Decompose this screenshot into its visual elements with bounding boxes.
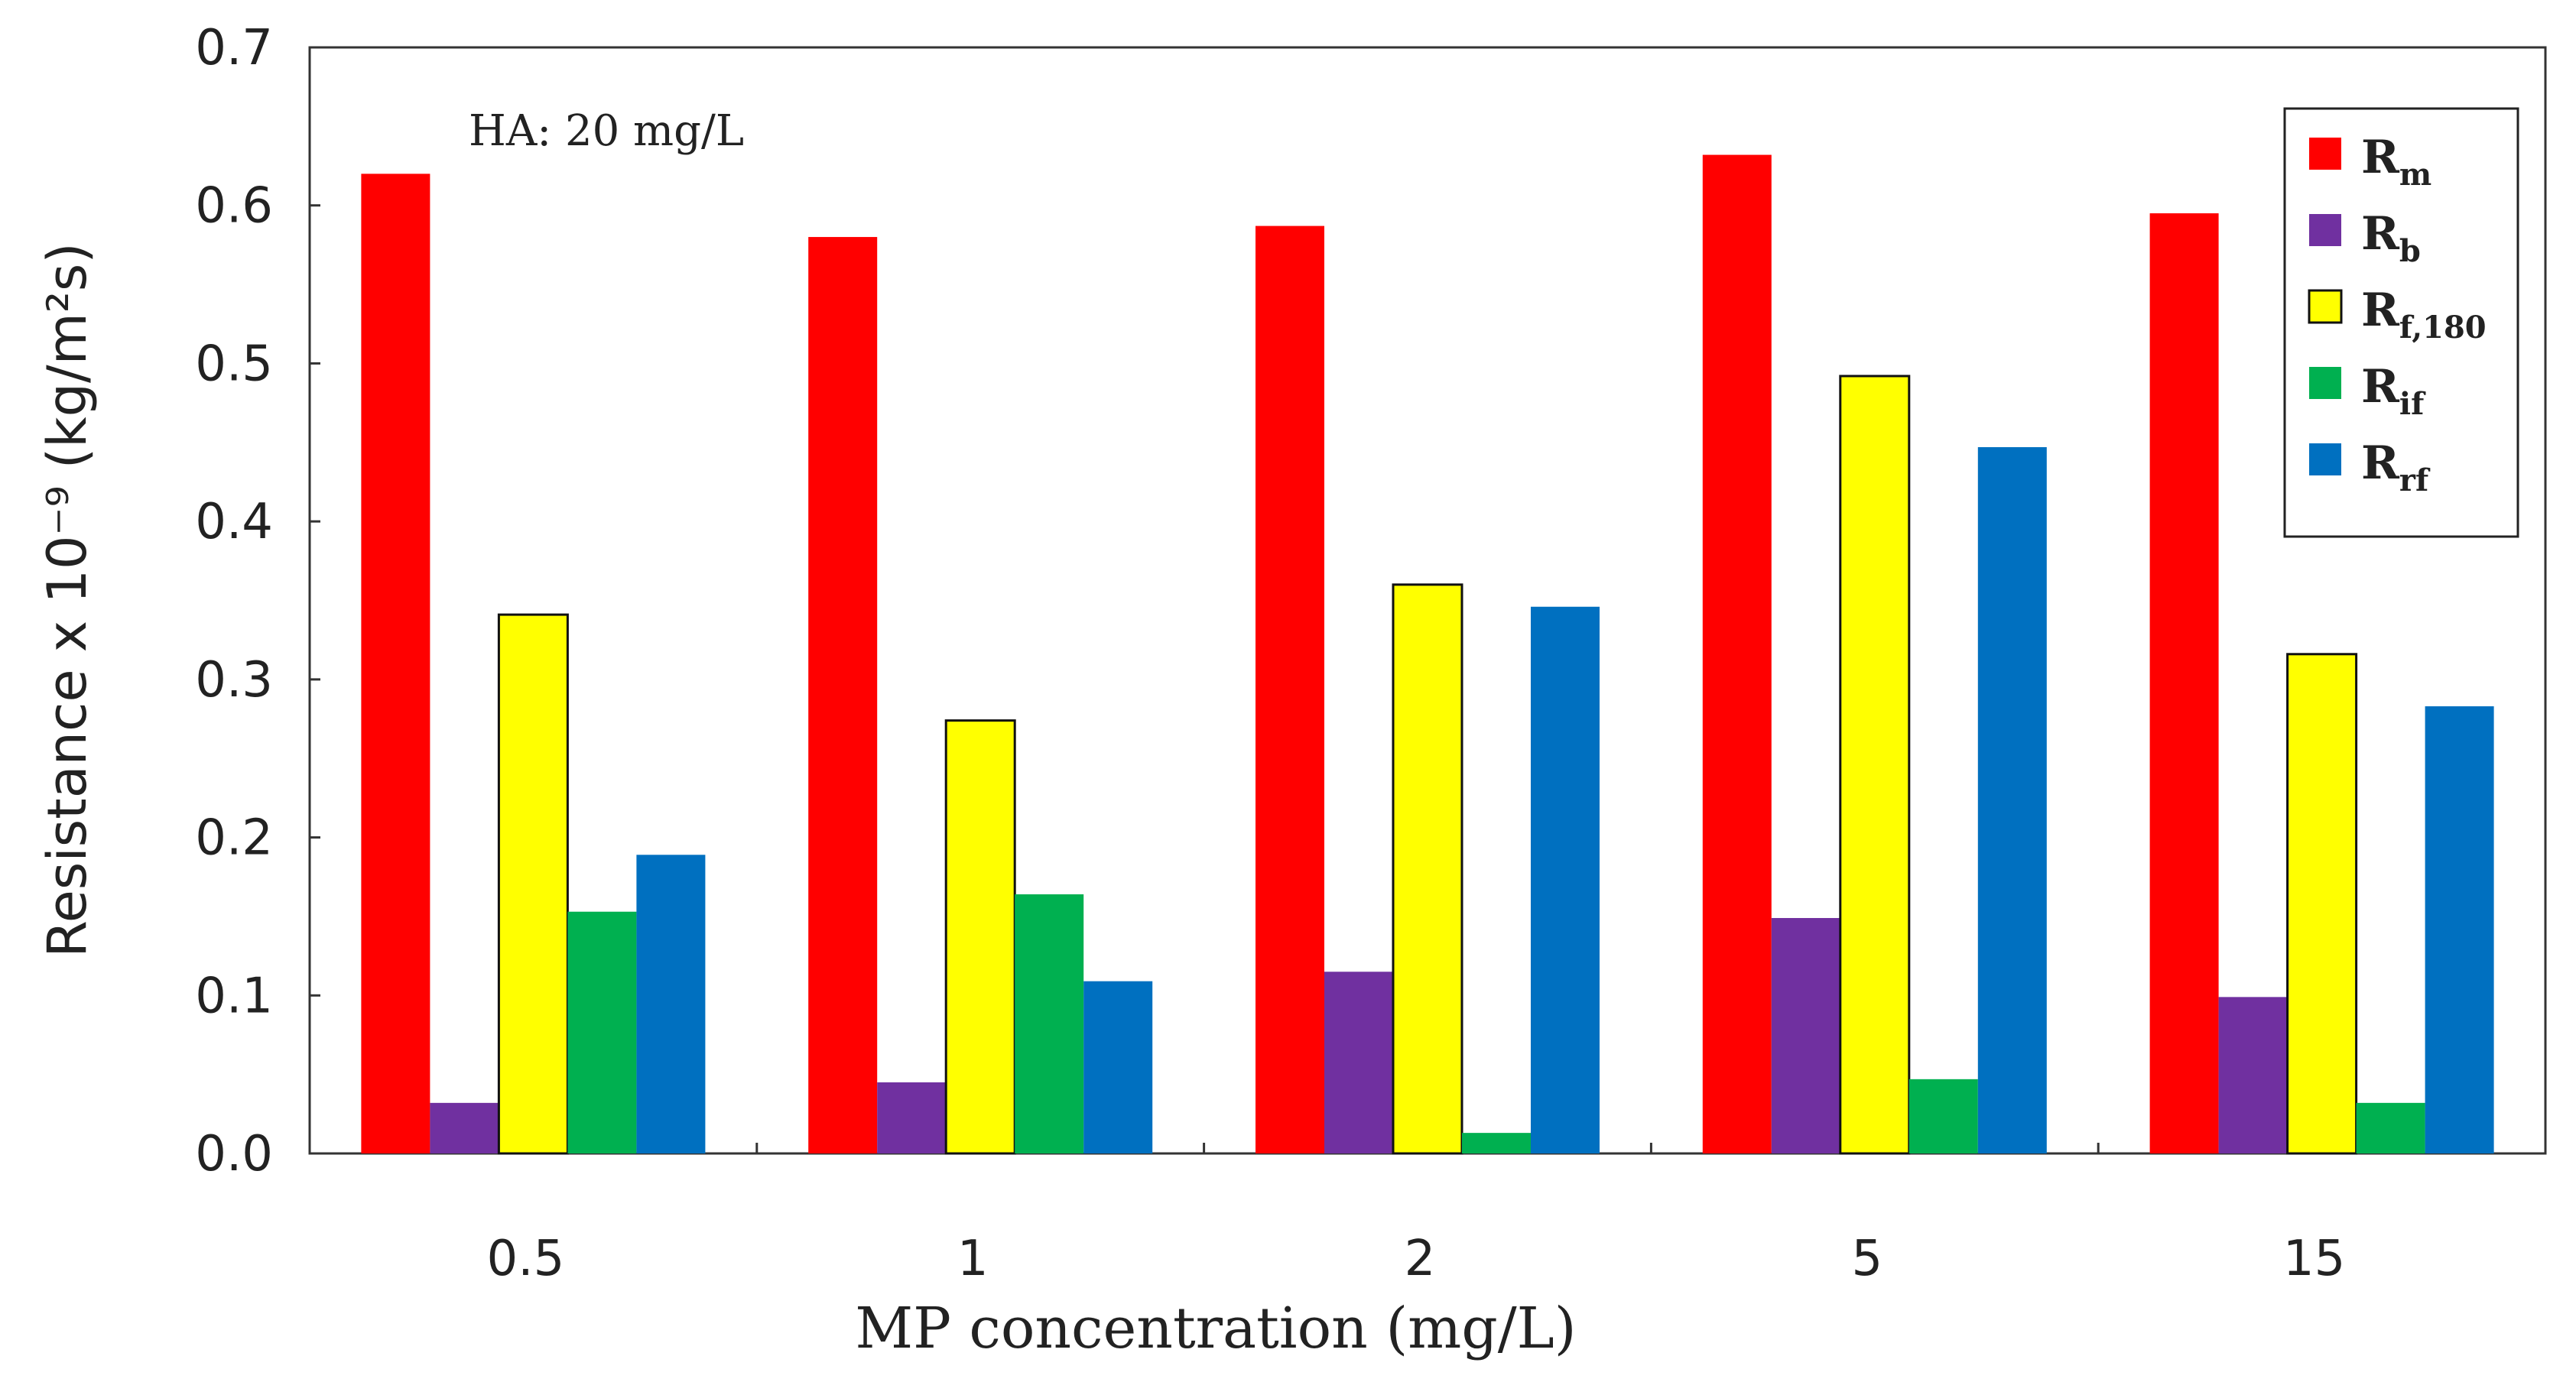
legend-swatch-m	[2309, 138, 2341, 170]
y-axis-title: Resistance x 10⁻⁹ (kg/m²s)	[36, 242, 99, 957]
annotation-ha: HA: 20 mg/L	[469, 106, 744, 156]
x-axis: 0.5 1 2 5 15	[487, 1143, 2345, 1287]
y-tick-label: 0.5	[195, 336, 273, 392]
x-tick-label: 15	[2283, 1231, 2345, 1287]
legend-swatch-b	[2309, 214, 2341, 246]
bar-f180-0_5	[497, 613, 569, 1155]
bar-rf-1	[1083, 981, 1153, 1153]
bar-m-15	[2149, 213, 2219, 1153]
y-tick-label: 0.1	[195, 968, 273, 1024]
y-tick-label: 0.7	[195, 20, 273, 76]
legend-label-m: Rm	[2361, 131, 2431, 193]
bar-rf-15	[2425, 706, 2494, 1153]
y-tick-label: 0.0	[195, 1126, 273, 1182]
y-tick-label: 0.2	[195, 810, 273, 867]
bar-b-1	[877, 1082, 947, 1153]
bar-m-5	[1702, 154, 1772, 1154]
y-axis: 0.0 0.1 0.2 0.3 0.4 0.5 0.6 0.7	[195, 20, 320, 1182]
y-tick-label: 0.3	[195, 652, 273, 709]
bar-f180-1	[944, 719, 1016, 1155]
bar-b-0_5	[430, 1102, 499, 1153]
bar-if-1	[1015, 894, 1084, 1153]
legend-label-rf: Rrf	[2361, 436, 2431, 498]
x-tick-label: 2	[1405, 1231, 1436, 1287]
x-tick-label: 1	[957, 1231, 989, 1287]
bar-b-2	[1324, 972, 1393, 1153]
bar-if-5	[1908, 1079, 1978, 1153]
legend-label-f180: Rf,180	[2361, 284, 2487, 346]
bar-b-5	[1771, 917, 1840, 1153]
legend-swatch-rf	[2309, 443, 2341, 475]
bar-if-2	[1462, 1133, 1531, 1153]
y-tick-label: 0.6	[195, 178, 273, 235]
bar-if-0_5	[567, 911, 637, 1153]
legend-swatch-if	[2309, 367, 2341, 399]
y-tick-label: 0.4	[195, 494, 273, 550]
x-tick-label: 0.5	[487, 1231, 565, 1287]
legend-label-b: Rb	[2361, 207, 2421, 269]
legend-label-if: Rif	[2361, 360, 2426, 422]
bar-rf-2	[1531, 606, 1600, 1153]
bar-b-15	[2218, 997, 2288, 1153]
bar-f180-2	[1392, 583, 1463, 1155]
bars-group	[361, 154, 2494, 1155]
legend-swatch-f180	[2308, 289, 2343, 324]
bar-f180-15	[2286, 653, 2358, 1155]
x-axis-title: MP concentration (mg/L)	[855, 1296, 1576, 1361]
bar-rf-5	[1977, 446, 2047, 1153]
bar-m-0_5	[361, 174, 430, 1153]
bar-m-1	[808, 237, 878, 1153]
bar-if-15	[2356, 1102, 2425, 1153]
bar-f180-5	[1839, 375, 1911, 1155]
bar-rf-0_5	[636, 855, 706, 1153]
x-tick-label: 5	[1851, 1231, 1882, 1287]
legend: Rm Rb Rf,180 Rif Rrf	[2283, 107, 2519, 538]
bar-m-2	[1256, 225, 1324, 1153]
